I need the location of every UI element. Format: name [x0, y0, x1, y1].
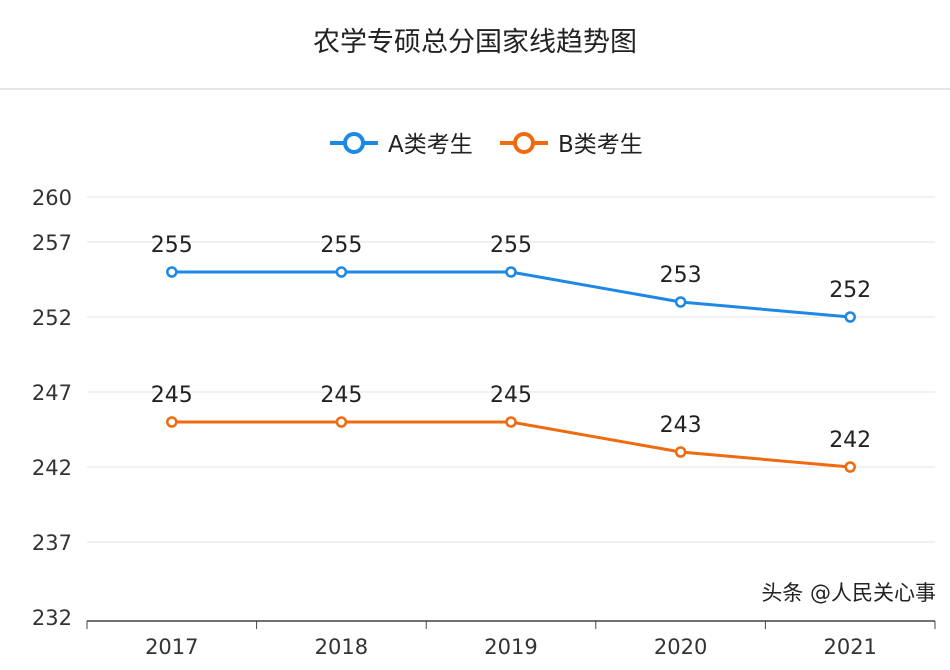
y-tick-label: 252 — [32, 306, 72, 330]
data-point — [844, 311, 856, 323]
data-label: 253 — [660, 263, 702, 288]
data-point — [166, 266, 178, 278]
data-label: 255 — [490, 233, 532, 258]
data-label: 255 — [151, 233, 193, 258]
data-point — [674, 296, 687, 308]
legend-label: B类考生 — [558, 132, 643, 158]
data-point — [505, 416, 517, 428]
y-tick-label: 247 — [32, 381, 72, 405]
legend-marker-icon — [513, 132, 535, 154]
data-point — [674, 446, 687, 458]
series-line-a — [171, 270, 851, 319]
legend-marker-icon — [343, 132, 365, 154]
data-label: 255 — [320, 233, 362, 258]
x-tick-label: 2019 — [484, 635, 537, 659]
x-tick-label: 2020 — [654, 635, 707, 659]
data-point — [844, 461, 856, 473]
data-label: 243 — [660, 413, 702, 438]
y-tick-label: 242 — [32, 456, 72, 480]
title-divider — [0, 88, 950, 90]
x-tick-label: 2021 — [823, 635, 876, 659]
chart-title: 农学专硕总分国家线趋势图 — [313, 27, 637, 58]
data-label: 245 — [490, 383, 532, 408]
data-point — [505, 266, 517, 278]
legend-label: A类考生 — [388, 132, 473, 158]
watermark: 头条 @人民关心事 — [761, 580, 936, 606]
y-tick-label: 260 — [32, 186, 72, 210]
data-point — [166, 416, 178, 428]
data-label: 252 — [829, 278, 871, 303]
y-tick-label: 232 — [32, 606, 72, 630]
series-line-b — [171, 420, 851, 469]
x-tick-label: 2017 — [145, 635, 198, 659]
data-label: 245 — [320, 383, 362, 408]
data-point — [335, 416, 348, 428]
y-tick-label: 237 — [32, 531, 72, 555]
x-tick-label: 2018 — [315, 635, 368, 659]
data-point — [335, 266, 348, 278]
y-tick-label: 257 — [32, 231, 72, 255]
data-label: 245 — [151, 383, 193, 408]
data-label: 242 — [829, 428, 871, 453]
